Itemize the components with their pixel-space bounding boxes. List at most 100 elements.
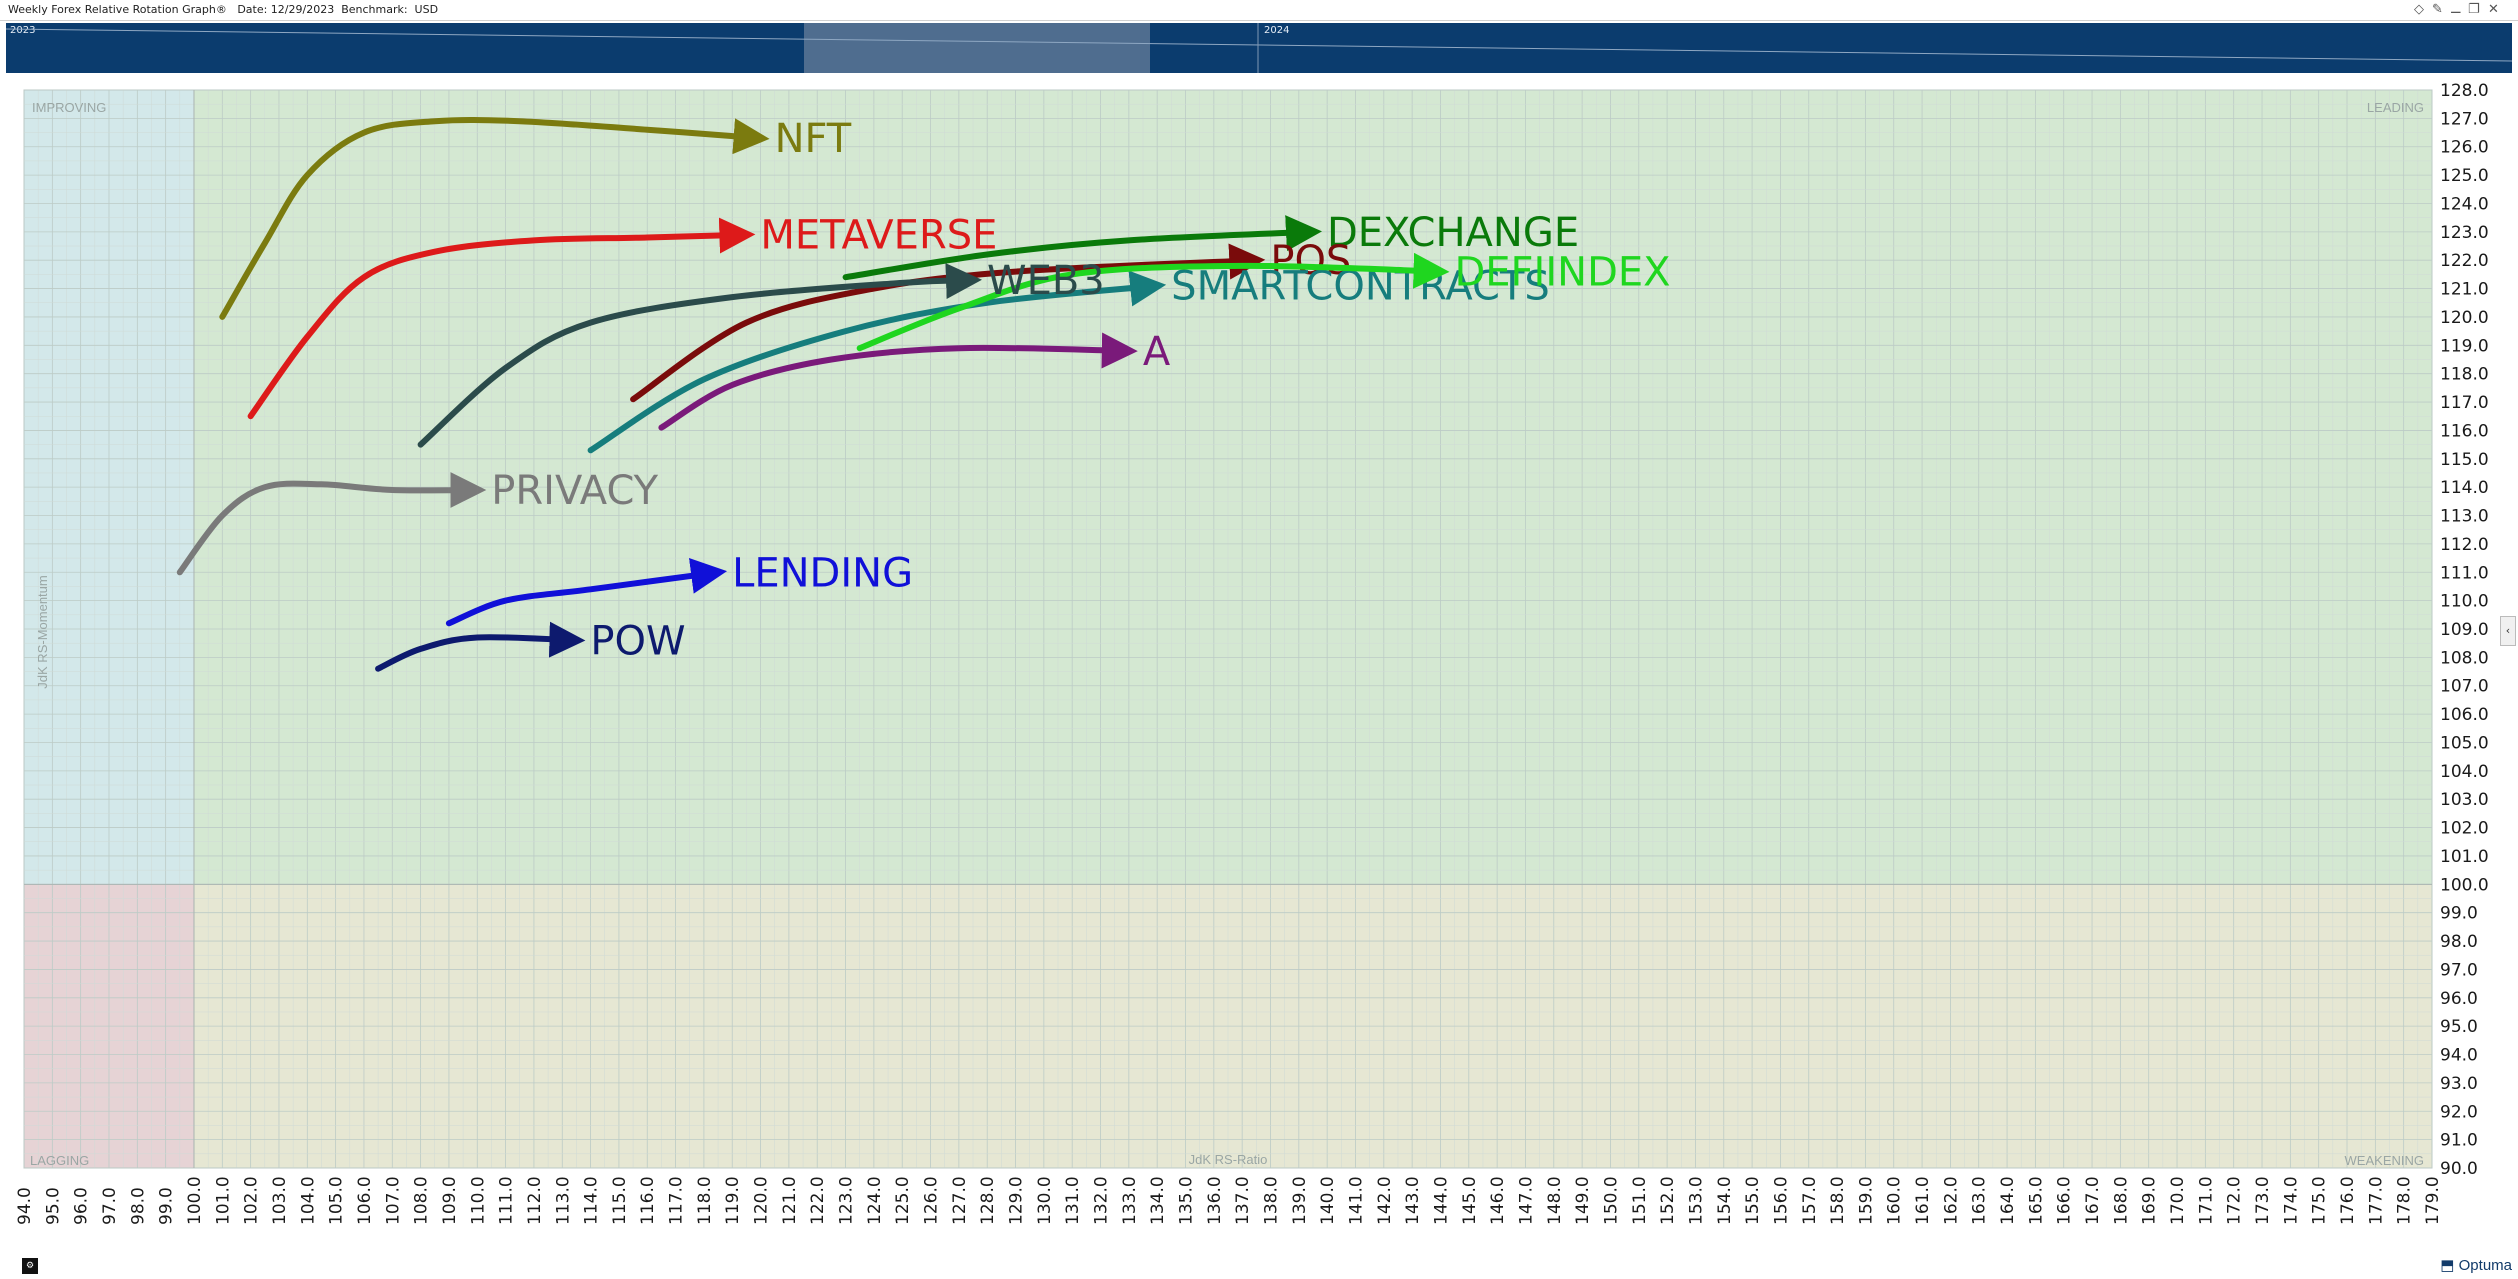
y-tick-label: 103.0 [2440,790,2489,810]
series-line-smartcontracts[interactable] [587,270,1167,454]
diamond-icon[interactable]: ◇ [2414,2,2424,17]
y-tick-label: 114.0 [2440,478,2489,498]
y-tick-label: 116.0 [2440,421,2489,441]
x-tick-label: 169.0 [2140,1176,2160,1225]
y-tick-label: 126.0 [2440,138,2489,158]
y-tick-label: 107.0 [2440,677,2489,697]
x-tick-label: 122.0 [808,1176,828,1225]
series-line-dexchange[interactable] [842,215,1322,281]
window-title: Weekly Forex Relative Rotation Graph® Da… [8,3,439,16]
x-tick-label: 103.0 [270,1176,290,1225]
x-tick-label: 153.0 [1686,1176,1706,1225]
pin-icon[interactable]: ✎ [2432,2,2443,17]
x-tick-label: 178.0 [2395,1176,2415,1225]
x-tick-label: 116.0 [638,1176,658,1225]
x-tick-label: 144.0 [1432,1176,1452,1225]
x-tick-label: 121.0 [780,1176,800,1225]
restore-icon[interactable]: ❐ [2468,2,2480,17]
x-tick-label: 156.0 [1771,1176,1791,1225]
minimize-icon[interactable]: ⚊ [2450,2,2462,17]
quadrant-label-improving: IMPROVING [32,100,106,115]
x-tick-label: 151.0 [1630,1176,1650,1225]
x-tick-label: 141.0 [1347,1176,1367,1225]
status-icon[interactable]: ⚙ [22,1258,38,1274]
series-label-lending[interactable]: LENDING [732,550,913,596]
x-tick-label: 139.0 [1290,1176,1310,1225]
series-label-a[interactable]: A [1143,329,1171,375]
y-tick-label: 128.0 [2440,81,2489,101]
series-line-lending[interactable] [445,557,728,627]
y-tick-label: 122.0 [2440,251,2489,271]
y-tick-label: 127.0 [2440,109,2489,129]
x-tick-label: 108.0 [412,1176,432,1225]
x-tick-label: 109.0 [440,1176,460,1225]
x-tick-label: 143.0 [1403,1176,1423,1225]
y-tick-label: 101.0 [2440,847,2489,867]
series-label-pow[interactable]: POW [590,618,685,664]
x-tick-label: 112.0 [525,1176,545,1225]
y-tick-label: 98.0 [2440,932,2478,952]
x-axis-title: JdK RS-Ratio [1189,1152,1268,1167]
series-line-metaverse[interactable] [247,217,756,420]
series-label-web3[interactable]: WEB3 [987,258,1105,304]
series-line-nft[interactable] [219,116,770,320]
x-tick-label: 106.0 [355,1176,375,1225]
y-tick-label: 96.0 [2440,989,2478,1009]
y-tick-label: 93.0 [2440,1074,2478,1094]
y-tick-label: 92.0 [2440,1102,2478,1122]
x-tick-label: 101.0 [213,1176,233,1225]
x-tick-label: 149.0 [1573,1176,1593,1225]
x-tick-label: 123.0 [837,1176,857,1225]
x-tick-label: 135.0 [1177,1176,1197,1225]
x-tick-label: 172.0 [2225,1176,2245,1225]
y-tick-label: 125.0 [2440,166,2489,186]
y-tick-label: 112.0 [2440,535,2489,555]
x-tick-label: 95.0 [43,1187,63,1225]
series-line-pow[interactable] [375,621,586,672]
x-tick-label: 134.0 [1148,1176,1168,1225]
x-tick-label: 166.0 [2055,1176,2075,1225]
x-tick-label: 138.0 [1262,1176,1282,1225]
x-tick-label: 159.0 [1856,1176,1876,1225]
series-label-pos[interactable]: POS [1270,238,1351,284]
y-tick-label: 104.0 [2440,762,2489,782]
x-tick-label: 155.0 [1743,1176,1763,1225]
x-tick-label: 137.0 [1233,1176,1253,1225]
series-label-dexchange[interactable]: DEXCHANGE [1327,210,1579,256]
y-tick-label: 102.0 [2440,819,2489,839]
x-tick-label: 107.0 [383,1176,403,1225]
series-line-web3[interactable] [417,263,982,448]
x-tick-label: 145.0 [1460,1176,1480,1225]
y-tick-label: 97.0 [2440,960,2478,980]
x-tick-label: 150.0 [1601,1176,1621,1225]
series-label-metaverse[interactable]: METAVERSE [760,213,997,259]
x-tick-label: 164.0 [1998,1176,2018,1225]
series-line-defiindex[interactable] [856,252,1450,352]
series-line-privacy[interactable] [176,472,487,576]
series-label-privacy[interactable]: PRIVACY [491,468,658,514]
series-line-a[interactable] [658,332,1138,431]
title-bar: Weekly Forex Relative Rotation Graph® Da… [0,0,2518,21]
x-tick-label: 96.0 [72,1187,92,1225]
y-tick-label: 94.0 [2440,1046,2478,1066]
timeline-year-end: 2024 [1264,25,1290,36]
series-label-nft[interactable]: NFT [775,116,852,162]
x-tick-label: 136.0 [1205,1176,1225,1225]
y-tick-label: 90.0 [2440,1159,2478,1179]
series-label-defiindex[interactable]: DEFIINDEX [1454,250,1670,296]
x-tick-label: 115.0 [610,1176,630,1225]
close-icon[interactable]: ✕ [2488,2,2499,17]
y-tick-label: 111.0 [2440,563,2489,583]
x-tick-label: 132.0 [1092,1176,1112,1225]
y-tick-label: 117.0 [2440,393,2489,413]
x-tick-label: 175.0 [2310,1176,2330,1225]
x-tick-label: 157.0 [1800,1176,1820,1225]
y-tick-label: 109.0 [2440,620,2489,640]
timeline-selection-window[interactable] [804,23,1150,73]
x-tick-label: 133.0 [1120,1176,1140,1225]
x-tick-label: 176.0 [2338,1176,2358,1225]
side-panel-toggle[interactable]: ‹ [2500,616,2516,646]
timeline-navigator[interactable]: 2023 2024 [6,23,2512,73]
y-tick-label: 95.0 [2440,1017,2478,1037]
